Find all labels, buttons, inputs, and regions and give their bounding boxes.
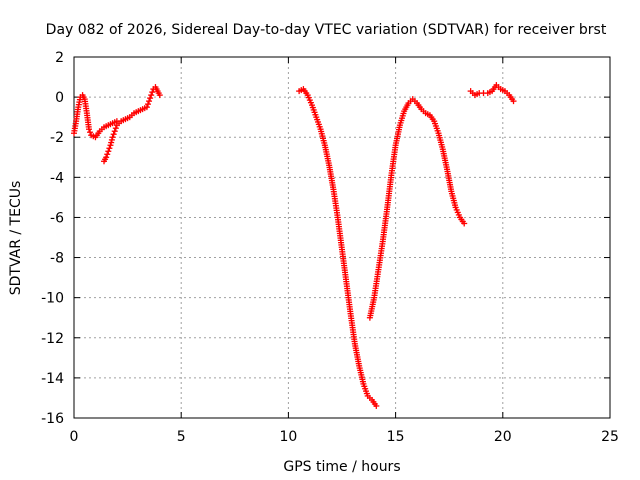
x-tick-label: 5 (177, 429, 186, 445)
data-point (109, 134, 116, 141)
data-point (108, 139, 115, 146)
y-tick-label: -8 (50, 251, 64, 267)
y-tick-label: -4 (50, 170, 64, 186)
data-point (86, 126, 93, 133)
axis-ticks: 0 5 10 15 20 25 -16 -14 -12 -10 -8 -6 -4 -2 0 2 (41, 50, 619, 445)
x-axis-label: GPS time / hours (283, 459, 400, 475)
data-point (373, 402, 380, 409)
data-point (106, 145, 113, 152)
y-tick-label: -10 (41, 291, 64, 307)
data-point (144, 101, 151, 108)
data-point (147, 95, 154, 102)
x-tick-label: 15 (387, 429, 405, 445)
data-point (156, 92, 163, 99)
x-tick-label: 20 (494, 429, 512, 445)
x-tick-label: 0 (70, 429, 79, 445)
data-point (143, 104, 150, 111)
chart-title: Day 082 of 2026, Sidereal Day-to-day VTE… (46, 22, 607, 38)
y-tick-label: -12 (41, 331, 64, 347)
data-point (112, 125, 119, 132)
data-point (111, 128, 118, 135)
x-tick-label: 25 (601, 429, 619, 445)
data-point (510, 98, 517, 105)
x-tick-label: 10 (279, 429, 297, 445)
plot-frame (73, 56, 611, 419)
data-point (108, 136, 115, 143)
y-tick-label: 2 (55, 50, 64, 66)
data-point (87, 129, 94, 136)
data-point (107, 142, 114, 149)
data-points (71, 82, 517, 409)
y-tick-label: -14 (41, 371, 64, 387)
y-tick-label: 0 (55, 90, 64, 106)
data-point (149, 89, 156, 96)
data-point (148, 92, 155, 99)
data-point (146, 98, 153, 105)
data-point (104, 151, 111, 158)
data-point (103, 154, 110, 161)
data-point (110, 131, 117, 138)
grid (74, 57, 610, 418)
y-axis-label: SDTVAR / TECUs (8, 181, 24, 296)
y-tick-label: -6 (50, 210, 64, 226)
y-tick-label: -16 (41, 411, 64, 427)
data-point (461, 220, 468, 227)
data-point (105, 148, 112, 155)
y-tick-label: -2 (50, 130, 64, 146)
